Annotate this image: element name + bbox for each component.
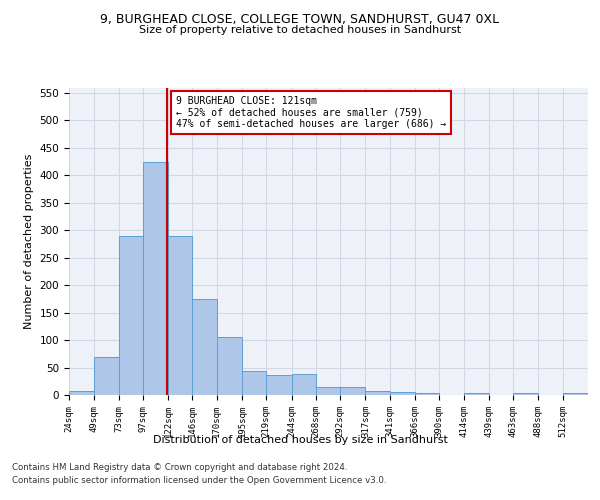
Text: Contains public sector information licensed under the Open Government Licence v3: Contains public sector information licen…: [12, 476, 386, 485]
Bar: [563, 394, 588, 395]
Text: Contains HM Land Registry data © Crown copyright and database right 2024.: Contains HM Land Registry data © Crown c…: [12, 462, 347, 471]
Text: 9 BURGHEAD CLOSE: 121sqm
← 52% of detached houses are smaller (759)
47% of semi-: 9 BURGHEAD CLOSE: 121sqm ← 52% of detach…: [176, 96, 446, 129]
Bar: [390, 392, 415, 395]
Bar: [94, 356, 119, 395]
Bar: [143, 162, 168, 395]
Bar: [168, 236, 193, 395]
Bar: [316, 387, 340, 395]
Bar: [365, 390, 390, 395]
Text: Distribution of detached houses by size in Sandhurst: Distribution of detached houses by size …: [152, 435, 448, 445]
Bar: [464, 393, 489, 395]
Bar: [415, 393, 439, 395]
Bar: [119, 236, 143, 395]
Bar: [193, 299, 217, 395]
Bar: [242, 372, 266, 395]
Bar: [266, 374, 292, 395]
Bar: [217, 338, 242, 395]
Text: 9, BURGHEAD CLOSE, COLLEGE TOWN, SANDHURST, GU47 0XL: 9, BURGHEAD CLOSE, COLLEGE TOWN, SANDHUR…: [100, 12, 500, 26]
Text: Size of property relative to detached houses in Sandhurst: Size of property relative to detached ho…: [139, 25, 461, 35]
Bar: [69, 390, 94, 395]
Bar: [513, 393, 538, 395]
Bar: [340, 387, 365, 395]
Bar: [292, 374, 316, 395]
Y-axis label: Number of detached properties: Number of detached properties: [24, 154, 34, 329]
